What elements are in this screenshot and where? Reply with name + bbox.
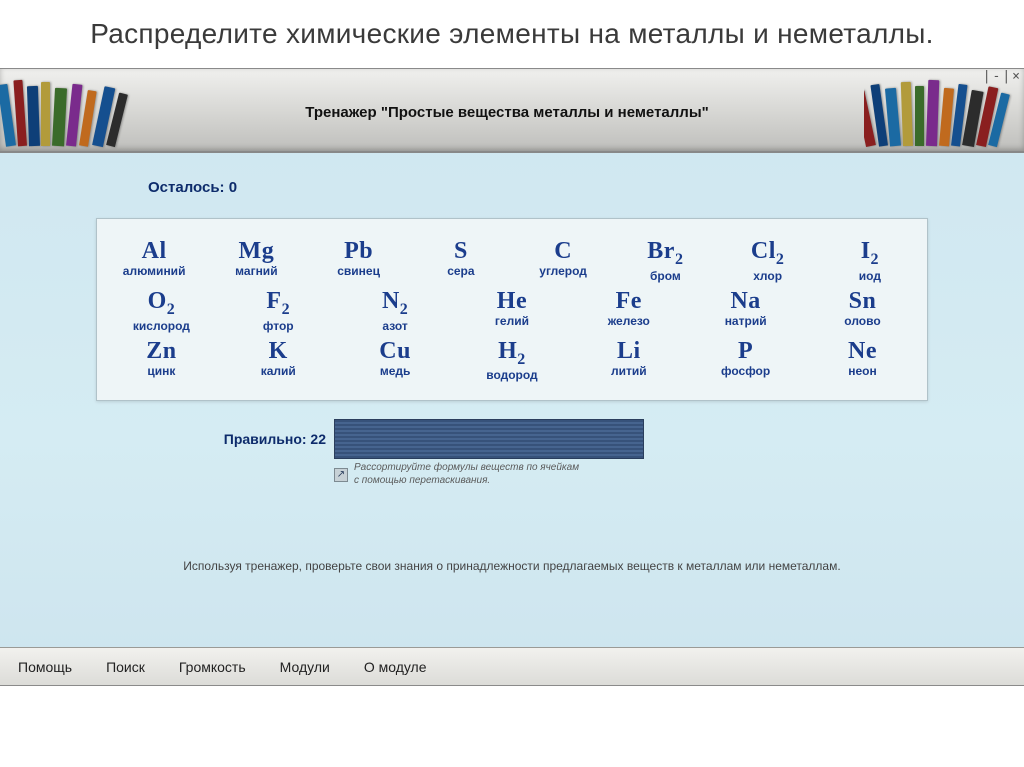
element-tile[interactable]: Snолово — [822, 289, 902, 333]
hint-row: ↗ Рассортируйте формулы веществ по ячейк… — [334, 462, 644, 487]
correct-label: Правильно: 22 — [216, 419, 326, 447]
banner: |-|× Тренажер "Простые вещества металлы … — [0, 69, 1024, 153]
element-tile[interactable]: Heгелий — [472, 289, 552, 333]
element-name-ru: хлор — [728, 269, 808, 283]
element-name-ru: фтор — [238, 319, 318, 333]
element-name-ru: магний — [216, 264, 296, 278]
element-tile[interactable]: Znцинк — [121, 339, 201, 383]
element-symbol: F2 — [238, 289, 318, 318]
element-tile[interactable]: Kкалий — [238, 339, 318, 383]
book-spine — [52, 88, 67, 147]
element-symbol: I2 — [830, 239, 910, 268]
element-name-ru: олово — [822, 314, 902, 328]
bottom-menu: Помощь Поиск Громкость Модули О модуле — [0, 647, 1024, 685]
element-tile[interactable]: Mgмагний — [216, 239, 296, 283]
remaining-label: Осталось: 0 — [148, 179, 1006, 196]
book-spine — [13, 80, 27, 146]
element-tile[interactable]: Feжелезо — [589, 289, 669, 333]
element-tile[interactable]: Cl2хлор — [728, 239, 808, 283]
element-tile[interactable]: Alалюминий — [114, 239, 194, 283]
element-symbol: Cl2 — [728, 239, 808, 268]
element-tile[interactable]: Neнеон — [822, 339, 902, 383]
element-symbol: O2 — [121, 289, 201, 318]
book-spine — [915, 86, 924, 146]
book-spine — [885, 88, 901, 147]
element-tile[interactable]: Naнатрий — [706, 289, 786, 333]
menu-help-button[interactable]: Помощь — [16, 655, 74, 679]
element-name-ru: гелий — [472, 314, 552, 328]
book-spine — [926, 80, 939, 146]
element-symbol: P — [706, 339, 786, 363]
elements-row-1: Alалюминий Mgмагний Pbсвинец Sсера Cуглерод B… — [103, 239, 921, 283]
element-tile[interactable]: O2кислород — [121, 289, 201, 333]
book-spine — [901, 82, 913, 146]
element-symbol: Fe — [589, 289, 669, 313]
element-symbol: Al — [114, 239, 194, 263]
drag-icon: ↗ — [334, 468, 348, 482]
element-name-ru: азот — [355, 319, 435, 333]
element-name-ru: неон — [822, 364, 902, 378]
element-name-ru: цинк — [121, 364, 201, 378]
element-symbol: S — [421, 239, 501, 263]
element-symbol: H2 — [472, 339, 552, 368]
element-tile[interactable]: Pbсвинец — [319, 239, 399, 283]
slide-title: Распределите химические элементы на мета… — [0, 0, 1024, 64]
element-tile[interactable]: Liлитий — [589, 339, 669, 383]
bookshelf-left — [0, 68, 150, 152]
elements-panel: Alалюминий Mgмагний Pbсвинец Sсера Cуглерод B… — [96, 218, 928, 401]
menu-about-button[interactable]: О модуле — [362, 655, 429, 679]
element-symbol: Br2 — [625, 239, 705, 268]
element-tile[interactable]: N2азот — [355, 289, 435, 333]
element-name-ru: водород — [472, 368, 552, 382]
trainer-window: |-|× Тренажер "Простые вещества металлы … — [0, 68, 1024, 686]
element-symbol: Na — [706, 289, 786, 313]
book-spine — [27, 86, 40, 146]
element-name-ru: натрий — [706, 314, 786, 328]
element-name-ru: свинец — [319, 264, 399, 278]
element-symbol: Mg — [216, 239, 296, 263]
element-tile[interactable]: F2фтор — [238, 289, 318, 333]
menu-modules-button[interactable]: Модули — [278, 655, 332, 679]
bookshelf-right — [864, 68, 1024, 152]
element-name-ru: иод — [830, 269, 910, 283]
element-symbol: Li — [589, 339, 669, 363]
element-symbol: K — [238, 339, 318, 363]
element-symbol: He — [472, 289, 552, 313]
progress-bar — [334, 419, 644, 459]
element-symbol: Pb — [319, 239, 399, 263]
element-tile[interactable]: Br2бром — [625, 239, 705, 283]
element-name-ru: фосфор — [706, 364, 786, 378]
element-name-ru: медь — [355, 364, 435, 378]
element-symbol: Sn — [822, 289, 902, 313]
element-tile[interactable]: I2иод — [830, 239, 910, 283]
element-symbol: Cu — [355, 339, 435, 363]
elements-row-2: O2кислород F2фтор N2азот Heгелий Feжелезо Naн… — [103, 289, 921, 333]
element-symbol: N2 — [355, 289, 435, 318]
element-tile[interactable]: Cuмедь — [355, 339, 435, 383]
banner-title: Тренажер "Простые вещества металлы и нем… — [150, 100, 864, 121]
element-name-ru: сера — [421, 264, 501, 278]
element-tile[interactable]: Pфосфор — [706, 339, 786, 383]
element-symbol: Ne — [822, 339, 902, 363]
menu-volume-button[interactable]: Громкость — [177, 655, 248, 679]
element-name-ru: калий — [238, 364, 318, 378]
element-tile[interactable]: H2водород — [472, 339, 552, 383]
element-name-ru: железо — [589, 314, 669, 328]
hint-text: Рассортируйте формулы веществ по ячейкам… — [354, 462, 579, 487]
element-tile[interactable]: Sсера — [421, 239, 501, 283]
element-tile[interactable]: Cуглерод — [523, 239, 603, 283]
element-name-ru: бром — [625, 269, 705, 283]
element-name-ru: литий — [589, 364, 669, 378]
instruction-text: Используя тренажер, проверьте свои знани… — [18, 559, 1006, 573]
element-name-ru: углерод — [523, 264, 603, 278]
book-spine — [41, 82, 50, 146]
element-name-ru: алюминий — [114, 264, 194, 278]
element-name-ru: кислород — [121, 319, 201, 333]
element-symbol: C — [523, 239, 603, 263]
work-area: Осталось: 0 Alалюминий Mgмагний Pbсвинец Sс… — [0, 153, 1024, 647]
menu-search-button[interactable]: Поиск — [104, 655, 147, 679]
elements-row-3: Znцинк Kкалий Cuмедь H2водород Liлитий Pфосфо… — [103, 339, 921, 383]
element-symbol: Zn — [121, 339, 201, 363]
correct-block: Правильно: 22 ↗ Рассортируйте формулы ве… — [216, 419, 1006, 487]
